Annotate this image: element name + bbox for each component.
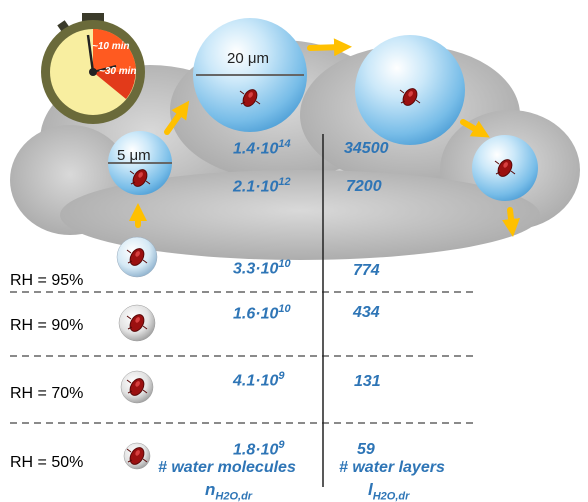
rh-label-70: RH = 70%	[10, 385, 84, 402]
layers-value-20um: 34500	[344, 140, 389, 157]
n-symbol: nH2O,dr	[205, 480, 253, 502]
n-value-rh70: 4.1·109	[233, 370, 285, 390]
layers-value-rh90: 434	[353, 304, 380, 321]
particle-rh70	[120, 370, 154, 404]
particle-rh90	[118, 304, 156, 342]
timer-10min-label: ~10 min	[92, 41, 130, 52]
water-molecules-label: # water molecules	[158, 459, 296, 476]
n-value-rh90: 1.6·1010	[233, 303, 291, 323]
droplet-shrinking-right	[472, 135, 538, 201]
size-label-5um: 5 μm	[117, 147, 151, 164]
l-symbol: lH2O,dr	[368, 480, 410, 502]
n-value-rh50: 1.8·109	[233, 439, 285, 459]
rh-separators	[10, 291, 478, 424]
growth-arrows	[129, 38, 520, 237]
water-layers-label: # water layers	[339, 459, 445, 476]
n-value-5um: 2.1·1012	[233, 176, 291, 196]
droplet-20um	[193, 18, 307, 132]
droplet-large-right	[355, 35, 465, 145]
rh-label-50: RH = 50%	[10, 454, 84, 471]
rh-label-90: RH = 90%	[10, 317, 84, 334]
rh-label-95: RH = 95%	[10, 272, 84, 289]
layers-value-rh70: 131	[354, 373, 381, 390]
size-label-20um: 20 μm	[227, 50, 269, 67]
layers-value-5um: 7200	[346, 178, 382, 195]
n-value-rh95: 3.3·1010	[233, 258, 291, 278]
particle-rh95	[116, 236, 158, 278]
timer-30min-label: ~30 min	[99, 66, 137, 77]
n-value-20um: 1.4·1014	[233, 138, 291, 158]
particle-rh50	[123, 442, 151, 470]
stopwatch-icon	[41, 13, 145, 124]
layers-value-rh95: 774	[353, 262, 380, 279]
layers-value-rh50: 59	[357, 441, 375, 458]
droplet-5um	[108, 131, 172, 195]
